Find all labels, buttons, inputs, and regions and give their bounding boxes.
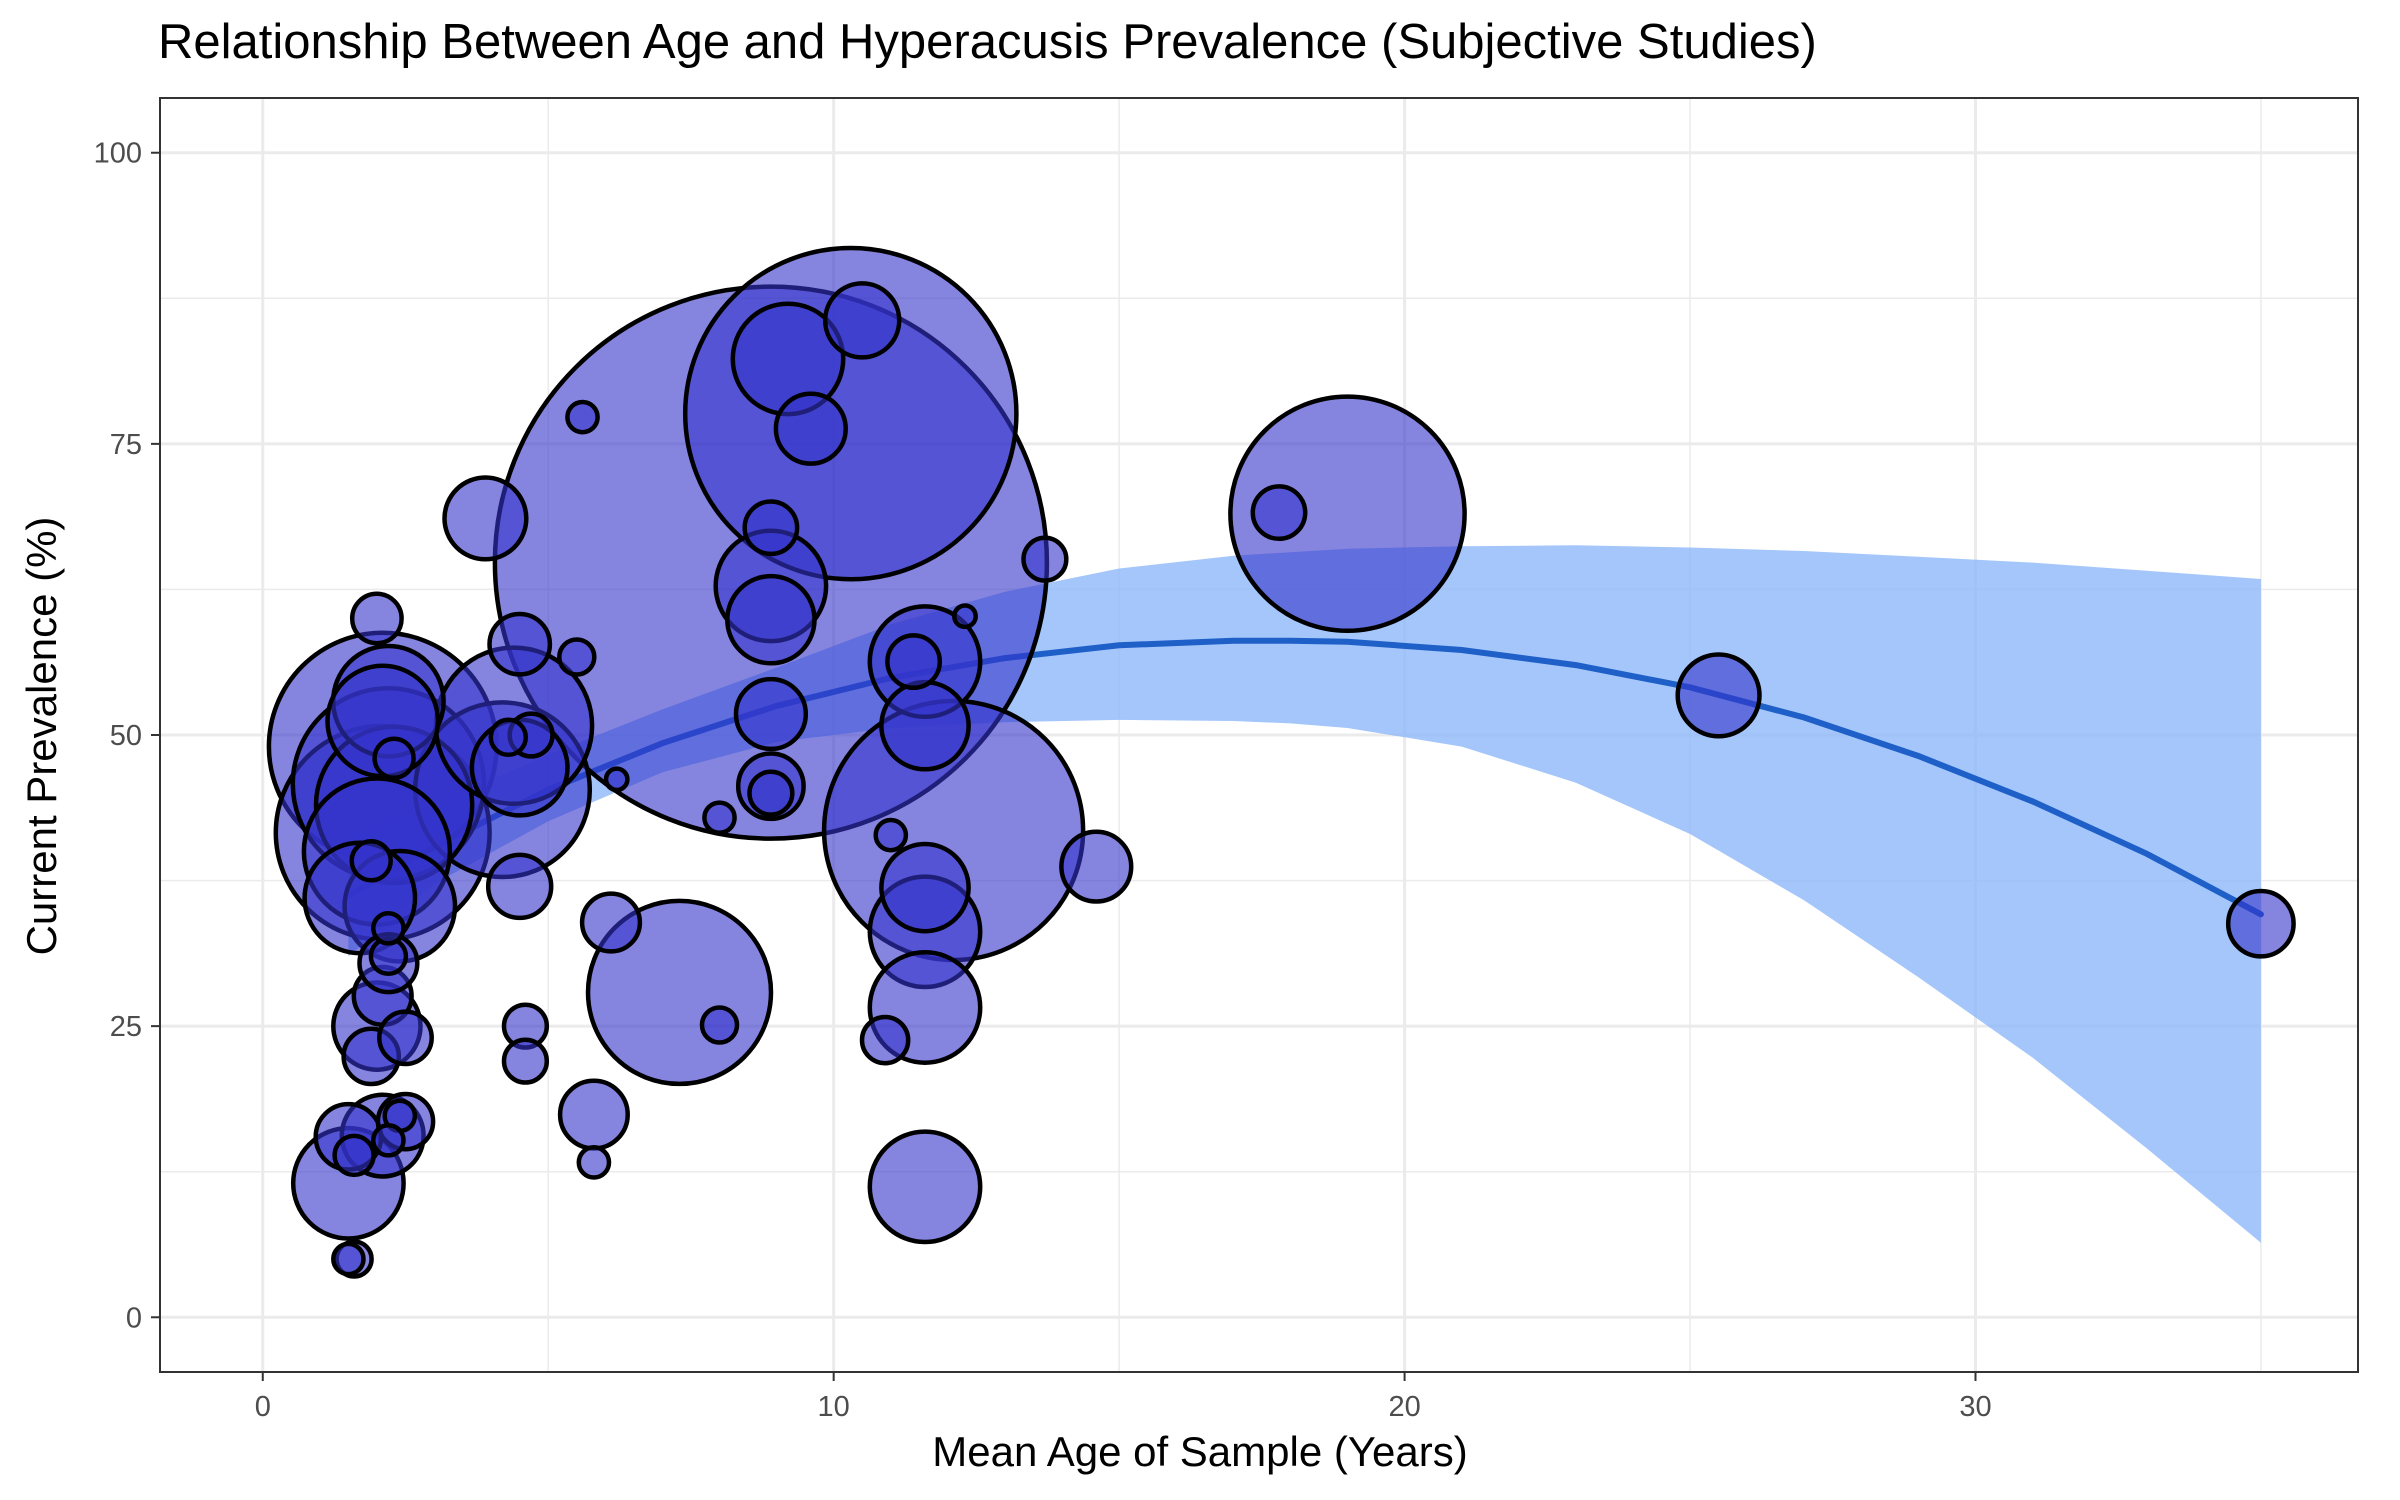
data-point — [371, 910, 406, 946]
data-point — [557, 1078, 630, 1151]
data-point — [371, 1122, 406, 1158]
data-point — [488, 717, 529, 758]
data-point — [501, 1037, 550, 1085]
chart-title: Relationship Between Age and Hyperacusis… — [158, 15, 1817, 69]
y-tick-label: 50 — [110, 720, 142, 752]
data-point — [442, 475, 529, 562]
x-tick-label: 20 — [1388, 1391, 1420, 1423]
x-tick-label: 10 — [818, 1391, 850, 1423]
data-point — [2225, 888, 2296, 959]
data-point — [859, 1014, 911, 1066]
data-point — [699, 1005, 740, 1045]
data-point — [485, 852, 554, 921]
data-point — [1021, 535, 1069, 583]
x-axis-label: Mean Age of Sample (Years) — [932, 1428, 1468, 1475]
data-point — [952, 603, 978, 630]
data-point — [349, 839, 393, 883]
data-point — [822, 281, 902, 360]
data-point — [331, 1241, 366, 1277]
data-point — [1228, 394, 1467, 634]
data-point — [1059, 829, 1134, 904]
data-point — [372, 736, 416, 781]
data-point — [603, 766, 630, 793]
data-point — [1675, 652, 1762, 739]
data-point — [332, 1133, 376, 1178]
data-point — [747, 769, 795, 817]
data-point — [349, 591, 404, 646]
y-tick-label: 25 — [110, 1011, 142, 1043]
data-point — [879, 841, 971, 934]
y-tick-label: 0 — [126, 1302, 142, 1334]
y-axis-label: Current Prevalence (%) — [18, 516, 65, 956]
data-point — [867, 1129, 983, 1245]
x-tick-label: 0 — [255, 1391, 271, 1423]
y-tick-label: 75 — [110, 429, 142, 461]
data-point — [487, 611, 553, 677]
data-point — [742, 499, 800, 557]
data-point — [1250, 484, 1308, 542]
data-point — [377, 1009, 434, 1067]
data-point — [879, 679, 971, 772]
data-point — [885, 633, 943, 691]
data-point — [557, 637, 597, 677]
data-point — [579, 891, 643, 954]
axis-ticks: 0 10 20 30 0 25 50 75 100 — [94, 138, 1992, 1423]
data-point — [725, 573, 817, 666]
data-points — [266, 245, 2296, 1279]
data-point — [565, 399, 600, 435]
data-point — [702, 800, 737, 836]
data-point — [873, 817, 909, 853]
x-tick-label: 30 — [1959, 1391, 1991, 1423]
data-point — [733, 676, 809, 752]
data-point — [576, 1145, 612, 1180]
data-point — [773, 391, 848, 466]
y-tick-label: 100 — [94, 138, 142, 170]
